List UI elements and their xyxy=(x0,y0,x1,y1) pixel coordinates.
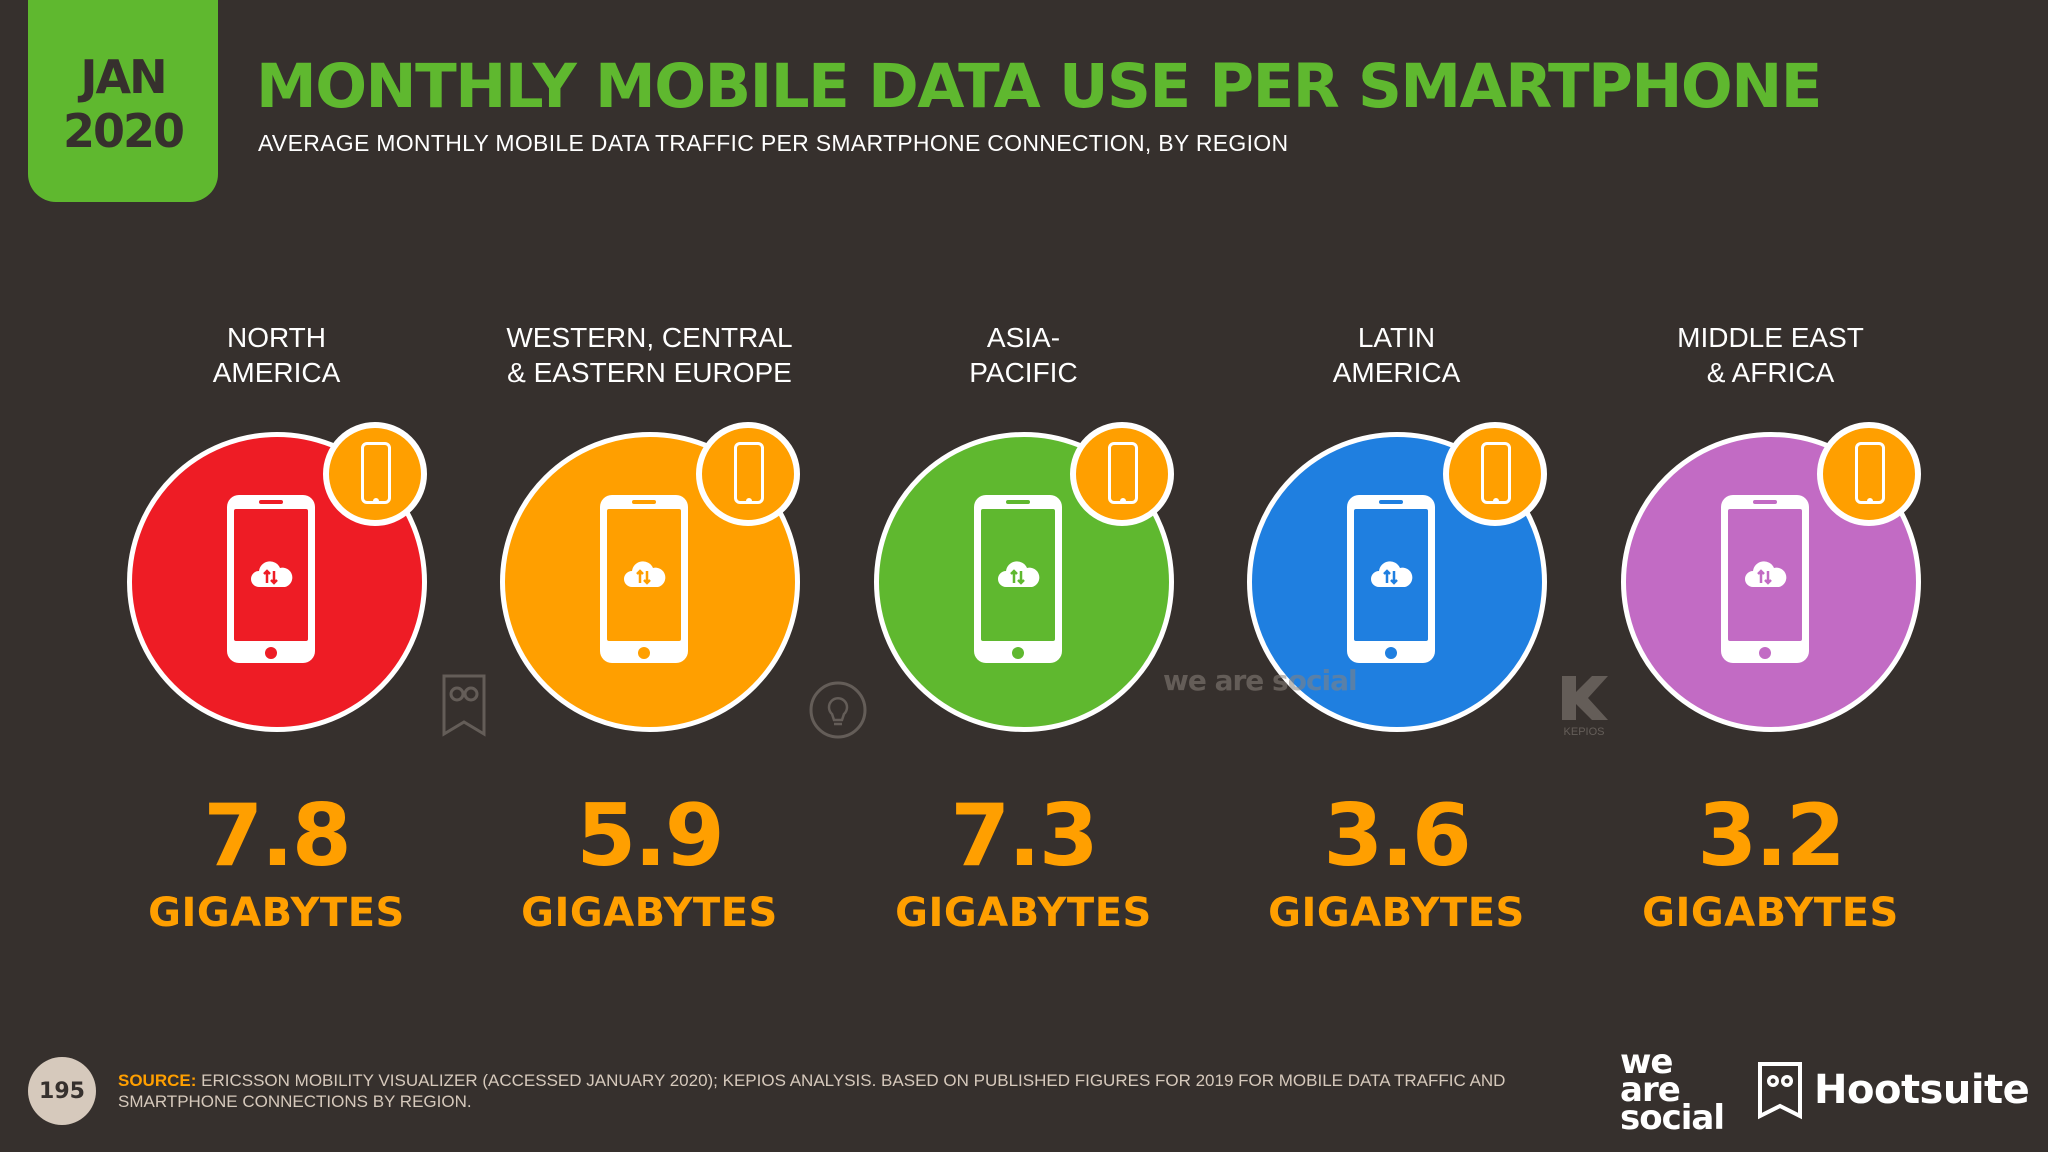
region-card-middle-east-africa: MIDDLE EAST & AFRICA 3.2 GIGABYTES xyxy=(1584,320,1957,940)
smartphone-badge-icon xyxy=(1070,422,1174,526)
region-name: MIDDLE EAST & AFRICA xyxy=(1677,322,1864,388)
region-card-north-america: NORTH AMERICA 7.8 GIGABYTES xyxy=(90,320,463,940)
smartphone-icon xyxy=(1346,495,1435,663)
smartphone-badge-icon xyxy=(1443,422,1547,526)
page-number: 195 xyxy=(28,1057,96,1125)
source-label: SOURCE: xyxy=(118,1071,197,1090)
we-are-social-watermark: we are social xyxy=(1163,664,1358,697)
data-unit: GIGABYTES xyxy=(895,890,1152,936)
date-badge: JAN 2020 xyxy=(28,0,218,202)
smartphone-icon xyxy=(226,495,315,663)
source-note: SOURCE: ERICSSON MOBILITY VISUALIZER (AC… xyxy=(118,1070,1518,1112)
smartphone-badge-icon xyxy=(1817,422,1921,526)
data-value: 5.9 xyxy=(576,786,724,886)
data-value: 7.8 xyxy=(203,786,351,886)
smartphone-badge-icon xyxy=(323,422,427,526)
region-name: LATIN AMERICA xyxy=(1332,322,1461,388)
data-value: 3.2 xyxy=(1697,786,1845,886)
cloud-data-icon xyxy=(1743,559,1787,589)
date-month: JAN xyxy=(80,50,167,104)
smartphone-icon xyxy=(599,495,688,663)
region-card-latin-america: LATIN AMERICA 3.6 GIGABYTES xyxy=(1210,320,1583,940)
data-unit: GIGABYTES xyxy=(1268,890,1525,936)
page-subtitle: AVERAGE MONTHLY MOBILE DATA TRAFFIC PER … xyxy=(258,130,1289,156)
data-value: 7.3 xyxy=(950,786,1098,886)
region-name: WESTERN, CENTRAL & EASTERN EUROPE xyxy=(506,322,793,388)
region-card-asia-pacific: ASIA- PACIFIC 7.3 GIGABYTES xyxy=(837,320,1210,940)
smartphone-icon xyxy=(1720,495,1809,663)
data-unit: GIGABYTES xyxy=(1642,890,1899,936)
data-value: 3.6 xyxy=(1323,786,1471,886)
kepios-watermark: KEPIOS xyxy=(1558,674,1610,738)
smartphone-icon xyxy=(973,495,1062,663)
cloud-data-icon xyxy=(996,559,1040,589)
cloud-data-icon xyxy=(622,559,666,589)
region-name: ASIA- PACIFIC xyxy=(969,322,1078,388)
region-circle xyxy=(126,432,427,732)
data-unit: GIGABYTES xyxy=(148,890,405,936)
lightbulb-watermark-icon xyxy=(808,680,868,744)
page-title: MONTHLY MOBILE DATA USE PER SMARTPHONE xyxy=(256,51,1822,122)
data-unit: GIGABYTES xyxy=(521,890,778,936)
hootsuite-owl-watermark-icon xyxy=(440,672,488,742)
source-text: ERICSSON MOBILITY VISUALIZER (ACCESSED J… xyxy=(118,1071,1506,1111)
date-year: 2020 xyxy=(62,104,185,158)
region-circle xyxy=(499,432,800,732)
region-name: NORTH AMERICA xyxy=(212,322,341,388)
region-circle xyxy=(873,432,1174,732)
region-card-europe: WESTERN, CENTRAL & EASTERN EUROPE 5.9 GI… xyxy=(463,320,836,940)
hootsuite-owl-icon xyxy=(1758,1062,1802,1120)
hootsuite-logo: Hootsuite xyxy=(1756,1058,2030,1122)
we-are-social-logo: we are social xyxy=(1620,1042,1725,1138)
smartphone-badge-icon xyxy=(696,422,800,526)
cloud-data-icon xyxy=(249,559,293,589)
cloud-data-icon xyxy=(1369,559,1413,589)
